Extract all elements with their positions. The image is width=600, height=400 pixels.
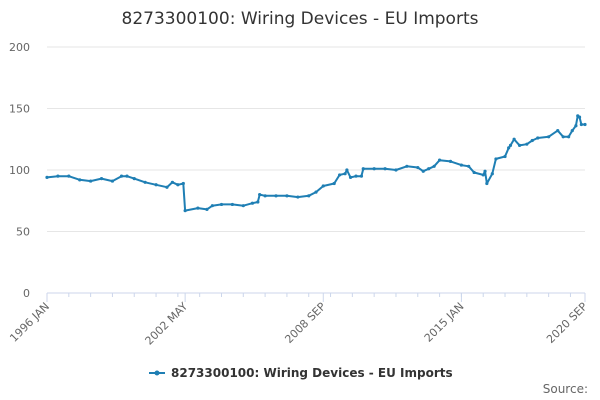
- data-point: [181, 181, 185, 186]
- data-point: [296, 195, 300, 199]
- data-point: [372, 167, 376, 171]
- data-point: [459, 163, 464, 167]
- data-point: [345, 168, 349, 172]
- data-point: [354, 174, 358, 178]
- x-tick-label: 2015 JAN: [422, 300, 467, 345]
- data-point: [219, 202, 224, 207]
- data-point: [89, 179, 93, 183]
- data-point: [176, 183, 180, 187]
- data-point: [154, 183, 158, 187]
- data-point: [125, 174, 129, 178]
- data-point: [170, 180, 175, 184]
- x-tick-label: 2008 SEP: [282, 300, 328, 346]
- data-point: [467, 164, 471, 168]
- data-point: [143, 180, 147, 184]
- data-point: [427, 167, 431, 171]
- data-point: [383, 167, 387, 171]
- data-point: [285, 194, 289, 198]
- data-point: [348, 175, 353, 179]
- data-point: [307, 194, 311, 198]
- data-point: [517, 143, 522, 147]
- y-tick-label: 200: [9, 41, 30, 54]
- data-point: [525, 142, 529, 146]
- chart-title: 8273300100: Wiring Devices - EU Imports: [122, 9, 479, 29]
- data-point: [343, 172, 347, 176]
- legend-marker-icon: [154, 370, 160, 376]
- data-point: [574, 124, 578, 128]
- x-tick-label: 2002 MAY: [143, 300, 191, 348]
- data-point: [421, 169, 425, 173]
- data-point: [530, 138, 534, 143]
- grid-lines: [47, 46, 585, 232]
- data-point: [472, 170, 476, 175]
- data-point: [512, 137, 516, 141]
- data-point: [561, 135, 565, 139]
- data-point: [314, 190, 318, 194]
- data-point: [183, 208, 187, 213]
- data-point: [99, 177, 104, 181]
- data-point: [56, 174, 60, 178]
- data-point: [405, 164, 409, 168]
- data-point: [250, 201, 254, 205]
- legend-label: 8273300100: Wiring Devices - EU Imports: [171, 366, 453, 380]
- credits-text[interactable]: Source:: [543, 382, 588, 396]
- data-point: [536, 136, 540, 140]
- data-point: [78, 178, 82, 182]
- x-tick-label: 2020 SEP: [544, 300, 590, 346]
- data-point: [263, 194, 267, 198]
- data-point: [485, 181, 489, 186]
- data-point: [577, 115, 582, 119]
- y-tick-label: 100: [9, 164, 30, 177]
- data-point: [361, 167, 365, 171]
- data-point: [579, 122, 583, 127]
- data-point: [583, 122, 587, 127]
- data-point: [274, 194, 278, 198]
- data-point: [230, 202, 234, 207]
- data-point: [67, 174, 71, 178]
- data-point: [205, 207, 209, 211]
- series-line: [46, 114, 585, 212]
- data-point: [570, 129, 574, 133]
- data-point: [416, 165, 420, 170]
- data-point: [196, 206, 200, 210]
- data-point: [547, 135, 551, 139]
- data-point: [494, 157, 498, 161]
- data-point: [332, 181, 336, 186]
- data-point: [165, 185, 169, 189]
- series-layer: [45, 114, 587, 213]
- data-point: [256, 200, 260, 204]
- data-point: [481, 173, 485, 177]
- y-tick-label: 50: [16, 226, 30, 239]
- data-point: [241, 204, 245, 208]
- data-point: [45, 175, 49, 179]
- data-point: [132, 177, 136, 181]
- data-point: [258, 193, 262, 197]
- data-point: [321, 184, 325, 188]
- data-point: [338, 173, 342, 177]
- data-point: [556, 129, 560, 133]
- data-point: [119, 174, 124, 178]
- data-point: [359, 174, 364, 178]
- data-point: [503, 154, 507, 159]
- x-tick-label: 1996 JAN: [7, 300, 52, 345]
- data-point: [432, 164, 436, 168]
- data-point: [448, 159, 453, 163]
- legend[interactable]: 8273300100: Wiring Devices - EU Imports: [149, 366, 453, 380]
- data-point: [483, 169, 487, 173]
- data-point: [437, 158, 442, 162]
- y-tick-label: 0: [23, 287, 30, 300]
- data-point: [567, 135, 571, 139]
- data-point: [508, 143, 513, 147]
- axes: 0 50 100 150 200 1996 JAN 2002 MAY 2008 SEP 2015…: [7, 41, 590, 348]
- data-point: [210, 204, 214, 208]
- data-point: [394, 168, 398, 172]
- y-tick-label: 150: [9, 103, 30, 116]
- data-point: [507, 146, 511, 150]
- data-point: [110, 179, 115, 183]
- data-point: [490, 172, 494, 176]
